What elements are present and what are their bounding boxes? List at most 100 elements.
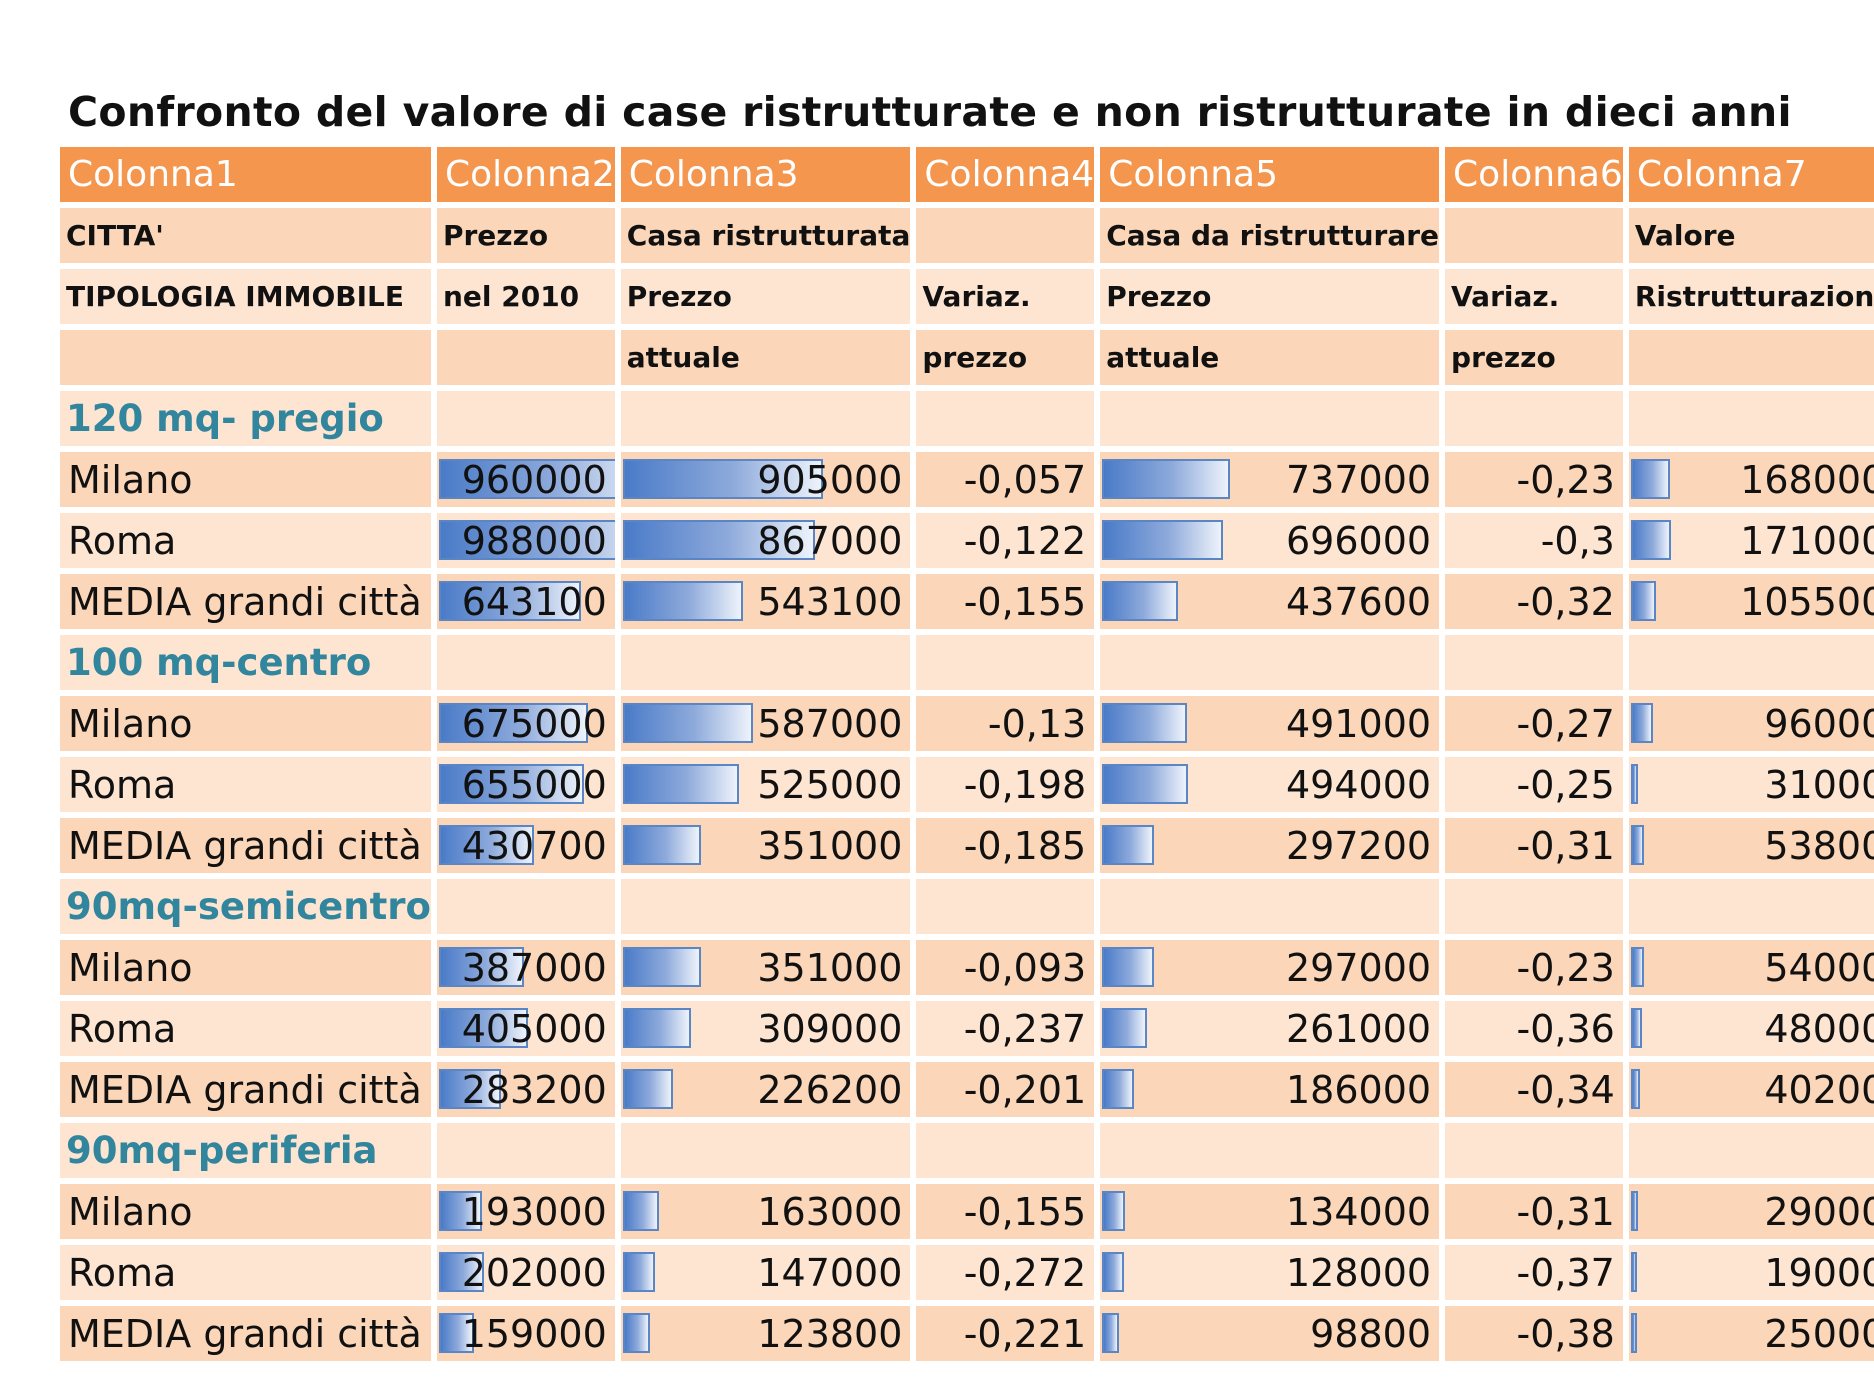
value-cell: 123800 xyxy=(620,1306,911,1361)
value-cell: -0,155 xyxy=(916,574,1095,629)
column-header-7: Colonna7 xyxy=(1628,147,1874,202)
city-cell: Milano xyxy=(60,940,431,995)
value-text: -0,093 xyxy=(963,945,1087,990)
value-text: 48000 xyxy=(1764,1006,1874,1051)
value-text: -0,3 xyxy=(1540,518,1615,563)
section-empty-cell xyxy=(620,391,911,446)
header-cell: Casa ristrutturata xyxy=(620,208,911,263)
data-bar xyxy=(622,1191,659,1231)
value-cell: 525000 xyxy=(620,757,911,812)
data-bar xyxy=(1102,581,1179,621)
data-bar xyxy=(438,703,588,743)
city-cell: Milano xyxy=(60,696,431,751)
data-bar xyxy=(1102,703,1188,743)
section-empty-cell xyxy=(916,1123,1095,1178)
header-cell: nel 2010 xyxy=(436,269,615,324)
data-bar xyxy=(622,459,823,499)
value-text: 134000 xyxy=(1285,1189,1432,1234)
value-text: -0,185 xyxy=(963,823,1087,868)
table-row: Roma 405000 309000 -0,237 261000 -0,36 48000 xyxy=(60,1001,1874,1056)
value-text: 128000 xyxy=(1285,1250,1432,1295)
section-label: 100 mq-centro xyxy=(60,635,431,690)
table-row: MEDIA grandi città 283200 226200 -0,201 1860… xyxy=(60,1062,1874,1117)
value-cell: 98800 xyxy=(1100,1306,1440,1361)
value-text: 643100 xyxy=(461,579,607,624)
header-cell xyxy=(436,330,615,385)
value-cell: -0,201 xyxy=(916,1062,1095,1117)
value-text: 491000 xyxy=(1285,701,1432,746)
value-text: -0,23 xyxy=(1516,457,1615,502)
value-cell: 309000 xyxy=(620,1001,911,1056)
value-cell: -0,3 xyxy=(1445,513,1623,568)
header-cell xyxy=(916,208,1095,263)
data-bar xyxy=(1102,825,1155,865)
value-cell: 53800 xyxy=(1628,818,1874,873)
data-bar xyxy=(438,825,534,865)
value-text: 171000 xyxy=(1740,518,1874,563)
data-bar xyxy=(438,581,581,621)
value-cell: -0,057 xyxy=(916,452,1095,507)
data-bar xyxy=(438,1008,528,1048)
section-row: 120 mq- pregio xyxy=(60,391,1874,446)
city-cell: Milano xyxy=(60,1184,431,1239)
data-bar xyxy=(622,947,701,987)
value-text: 543100 xyxy=(757,579,903,624)
value-text: 53800 xyxy=(1764,823,1874,868)
header-cell: TIPOLOGIA IMMOBILE xyxy=(60,269,431,324)
section-empty-cell xyxy=(1100,879,1440,934)
value-cell: 19000 xyxy=(1628,1245,1874,1300)
value-cell: 261000 xyxy=(1100,1001,1440,1056)
value-cell: -0,198 xyxy=(916,757,1095,812)
data-bar xyxy=(438,459,615,499)
value-text: 123800 xyxy=(757,1311,903,1356)
value-text: 351000 xyxy=(757,823,903,868)
data-bar xyxy=(1102,459,1231,499)
city-cell: MEDIA grandi città xyxy=(60,1306,431,1361)
value-cell: -0,25 xyxy=(1445,757,1623,812)
value-text: 159000 xyxy=(461,1311,607,1356)
value-text: 675000 xyxy=(461,701,607,746)
data-bar xyxy=(438,520,615,560)
column-header-6: Colonna6 xyxy=(1445,147,1623,202)
value-text: -0,122 xyxy=(963,518,1087,563)
city-cell: Roma xyxy=(60,1001,431,1056)
value-cell: 960000 xyxy=(436,452,615,507)
value-cell: 202000 xyxy=(436,1245,615,1300)
data-bar xyxy=(622,764,739,804)
value-cell: -0,272 xyxy=(916,1245,1095,1300)
value-cell: 31000 xyxy=(1628,757,1874,812)
value-cell: -0,31 xyxy=(1445,1184,1623,1239)
header-cell: Casa da ristrutturare xyxy=(1100,208,1440,263)
header-cell: Prezzo xyxy=(436,208,615,263)
data-bar xyxy=(1630,947,1644,987)
section-empty-cell xyxy=(1628,635,1874,690)
value-text: 202000 xyxy=(461,1250,607,1295)
data-bar xyxy=(438,1313,474,1353)
value-cell: 134000 xyxy=(1100,1184,1440,1239)
city-cell: Milano xyxy=(60,452,431,507)
value-cell: -0,13 xyxy=(916,696,1095,751)
header-cell xyxy=(1628,330,1874,385)
header-cell: Prezzo xyxy=(1100,269,1440,324)
data-bar xyxy=(1102,1191,1126,1231)
value-cell: -0,093 xyxy=(916,940,1095,995)
table-row: MEDIA grandi città 159000 123800 -0,221 9880… xyxy=(60,1306,1874,1361)
value-text: 309000 xyxy=(757,1006,903,1051)
data-bar xyxy=(622,825,701,865)
value-text: 988000 xyxy=(461,518,607,563)
city-cell: MEDIA grandi città xyxy=(60,574,431,629)
section-empty-cell xyxy=(1445,391,1623,446)
header-cell xyxy=(60,330,431,385)
value-cell: 54000 xyxy=(1628,940,1874,995)
data-bar xyxy=(1630,1191,1638,1231)
value-text: 40200 xyxy=(1764,1067,1874,1112)
header-row: TIPOLOGIA IMMOBILE nel 2010 Prezzo Variaz. P… xyxy=(60,269,1874,324)
city-cell: Roma xyxy=(60,513,431,568)
value-text: -0,32 xyxy=(1516,579,1615,624)
value-text: 867000 xyxy=(757,518,903,563)
value-cell: 405000 xyxy=(436,1001,615,1056)
price-comparison-table: Colonna1 Colonna2 Colonna3 Colonna4 Colonna5… xyxy=(54,141,1874,1367)
value-cell: 867000 xyxy=(620,513,911,568)
value-cell: 40200 xyxy=(1628,1062,1874,1117)
data-bar xyxy=(1630,581,1656,621)
